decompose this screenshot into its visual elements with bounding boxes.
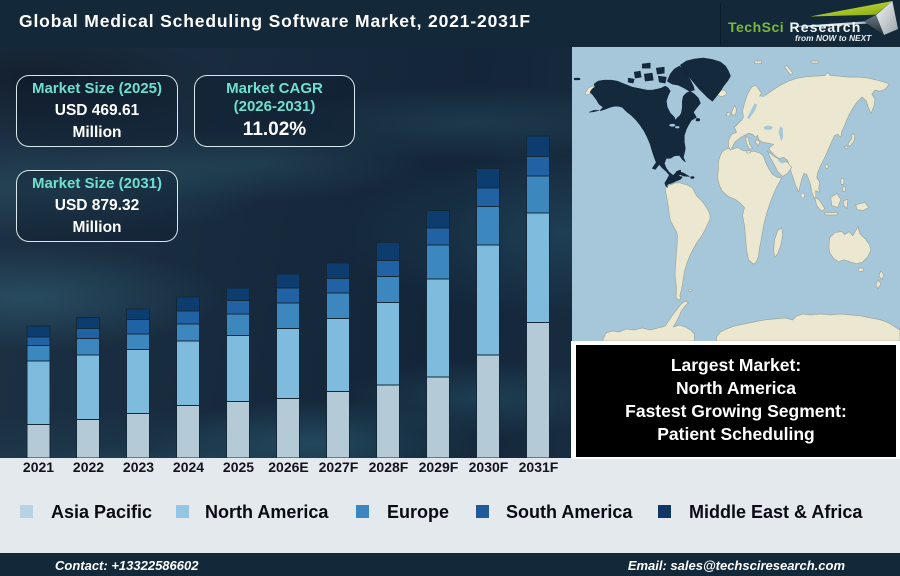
svg-text:TechSci: TechSci: [728, 19, 784, 35]
svg-text:from NOW to NEXT: from NOW to NEXT: [795, 33, 872, 43]
svg-text:Research: Research: [790, 19, 862, 35]
